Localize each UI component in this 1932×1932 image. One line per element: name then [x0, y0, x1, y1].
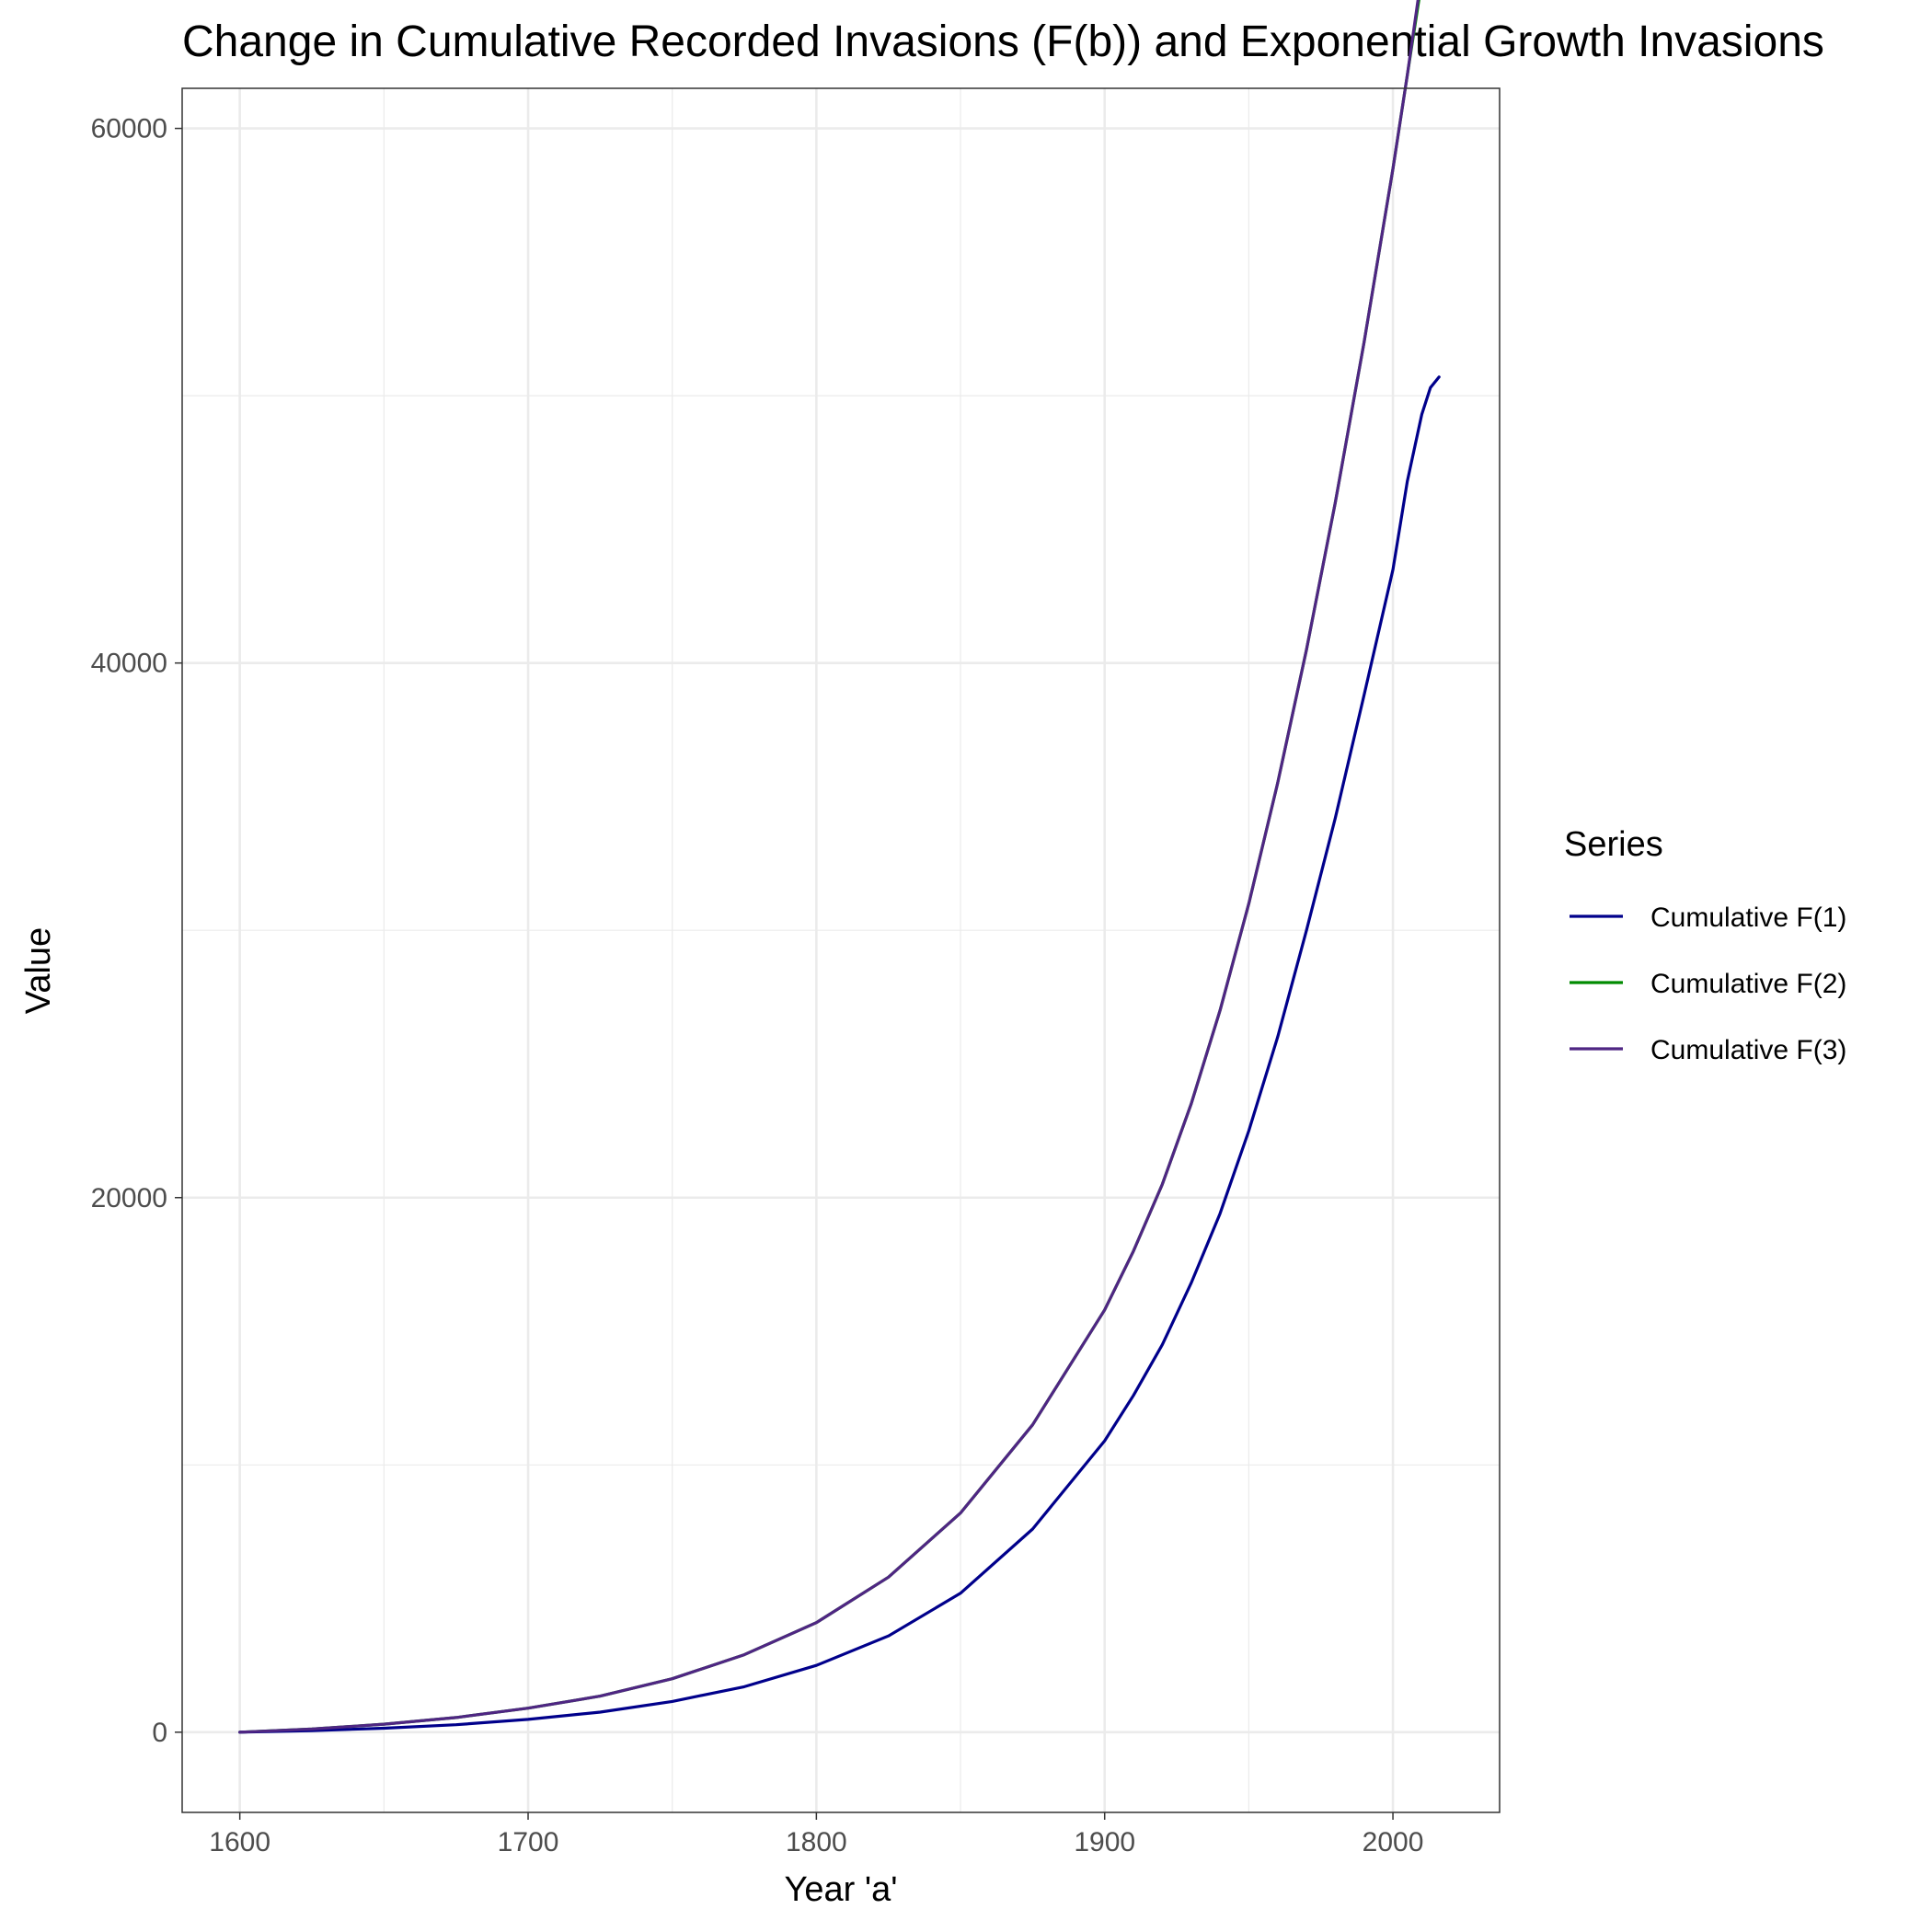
x-axis: 1600 1700 1800 1900 2000	[209, 1812, 1423, 1857]
y-tick-label: 60000	[91, 114, 167, 144]
y-tick-label: 20000	[91, 1183, 167, 1213]
chart-title: Change in Cumulative Recorded Invasions …	[182, 17, 1824, 66]
legend-label: Cumulative F(2)	[1650, 969, 1846, 999]
plot-panel	[181, 0, 1501, 1813]
y-axis: 0 20000 40000 60000	[91, 114, 182, 1748]
x-axis-label: Year 'a'	[785, 1870, 898, 1909]
x-tick-label: 1600	[209, 1827, 270, 1857]
legend: Series Cumulative F(1)Cumulative F(2)Cum…	[1564, 825, 1846, 1065]
grid-layer	[182, 88, 1500, 1812]
y-tick-label: 40000	[91, 649, 167, 679]
series-line-cumulative-f-3	[238, 0, 1420, 1734]
legend-title: Series	[1564, 825, 1663, 864]
y-tick-label: 0	[152, 1718, 167, 1748]
series-line-cumulative-f-1	[238, 375, 1441, 1734]
y-axis-label: Value	[19, 927, 58, 1014]
legend-items: Cumulative F(1) Cumulative F(2) Cumulative…	[1570, 903, 1846, 1065]
series-layer	[238, 0, 1441, 1734]
x-tick-label: 1800	[786, 1827, 847, 1857]
x-tick-label: 2000	[1363, 1827, 1424, 1857]
panel-background	[182, 88, 1500, 1812]
x-tick-label: 1900	[1074, 1827, 1135, 1857]
panel-border	[181, 87, 1501, 1813]
legend-label: Cumulative F(1)	[1650, 903, 1846, 933]
legend-label: Cumulative F(3)	[1650, 1035, 1846, 1065]
x-tick-label: 1700	[498, 1827, 559, 1857]
